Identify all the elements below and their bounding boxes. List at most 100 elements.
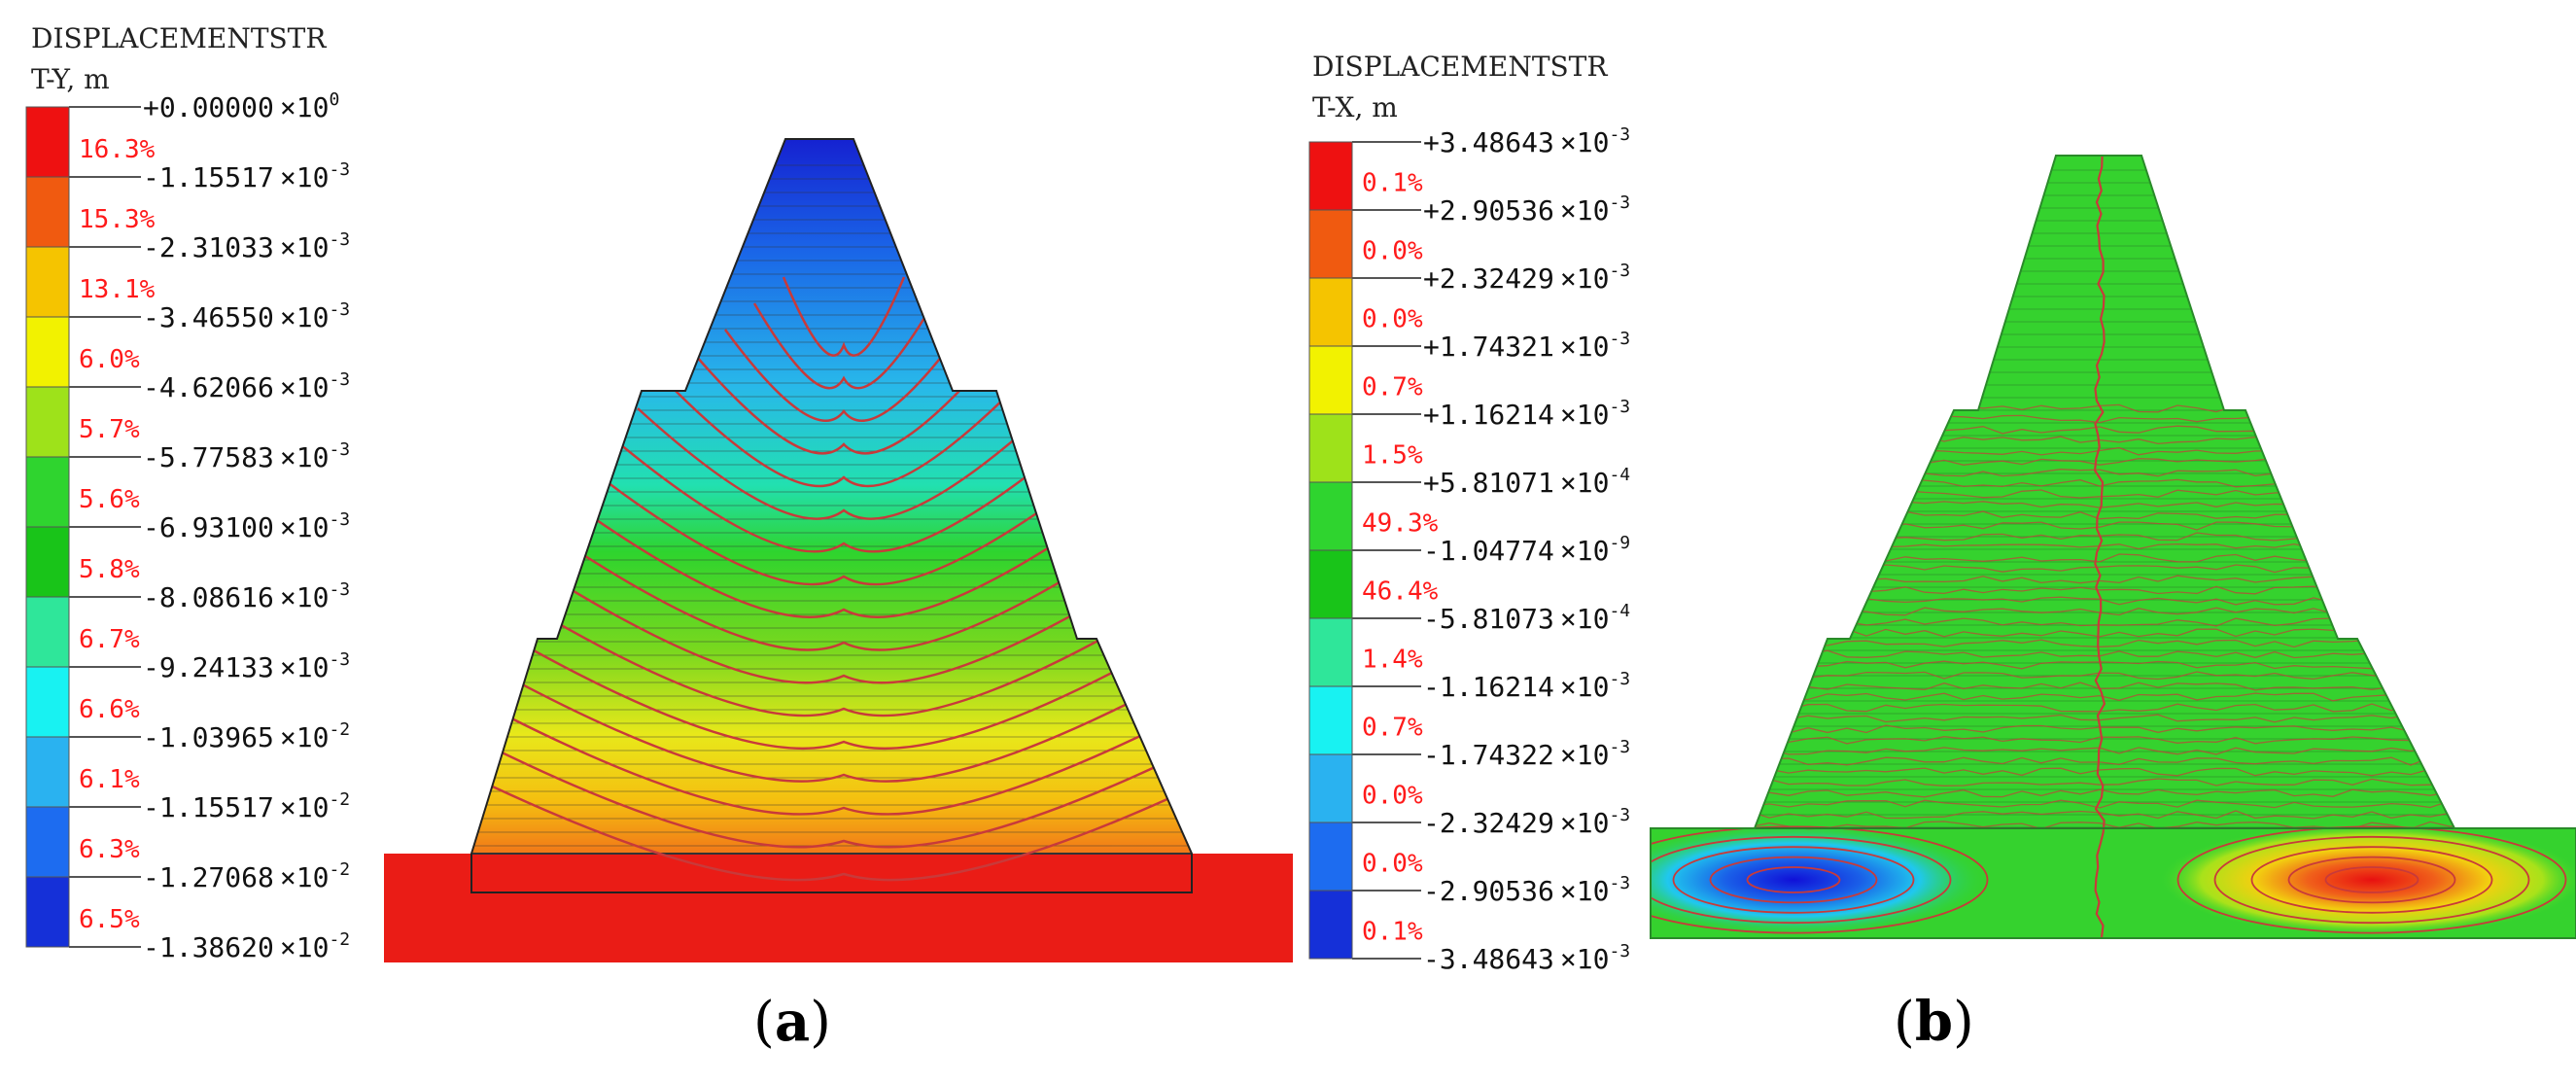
legend-a-title-line2: T-Y, m	[31, 63, 110, 95]
legend-level-multiplier: ×10	[280, 511, 330, 543]
legend-a-title-line1: DISPLACEMENTSTR	[31, 22, 327, 54]
legend-level-exponent: -3	[1609, 805, 1630, 825]
legend-band	[1309, 891, 1352, 959]
legend-band-percent: 6.5%	[79, 905, 140, 934]
legend-level-value: -1.15517	[143, 161, 274, 193]
legend-band	[26, 387, 69, 457]
legend-band-percent: 6.3%	[79, 835, 140, 864]
legend-level-multiplier: ×10	[1560, 467, 1610, 499]
dam-b-blue-region	[1599, 823, 1988, 936]
legend-band-percent: 0.1%	[1362, 168, 1423, 197]
caption-b-letter: b	[1915, 990, 1953, 1054]
legend-level-multiplier: ×10	[1560, 671, 1610, 703]
panel-a: DISPLACEMENTSTR T-Y, m 16.3%15.3%13.1%6.…	[26, 22, 1371, 1054]
panel-b: DISPLACEMENTSTR T-X, m 0.1%0.0%0.0%0.7%1…	[1309, 51, 2576, 1054]
legend-level-multiplier: ×10	[1560, 331, 1610, 363]
legend-level-exponent: -2	[329, 929, 350, 950]
legend-level-label: +5.81071×10-4	[1423, 465, 1630, 499]
legend-level-label: -1.15517×10-3	[143, 159, 350, 193]
legend-band-percent: 13.1%	[79, 275, 156, 304]
legend-level-value: -5.81073	[1423, 603, 1554, 635]
legend-band	[1309, 754, 1352, 822]
legend-level-label: -3.48643×10-3	[1423, 941, 1630, 975]
legend-level-exponent: -3	[329, 299, 350, 320]
caption-b: (b)	[1894, 990, 1974, 1054]
legend-level-value: -1.27068	[143, 861, 274, 893]
legend-b-title-line2: T-X, m	[1312, 91, 1398, 123]
legend-band-percent: 1.4%	[1362, 645, 1423, 674]
legend-level-value: -1.04774	[1423, 535, 1554, 567]
legend-level-multiplier: ×10	[1560, 535, 1610, 567]
legend-level-value: -5.77583	[143, 441, 274, 473]
legend-level-exponent: -3	[1609, 124, 1630, 145]
legend-level-label: -1.15517×10-2	[143, 789, 350, 823]
legend-band-percent: 16.3%	[79, 135, 156, 164]
legend-band-percent: 0.0%	[1362, 781, 1423, 810]
legend-level-value: -2.90536	[1423, 875, 1554, 907]
legend-level-value: -2.32429	[1423, 807, 1554, 839]
legend-level-multiplier: ×10	[280, 161, 330, 193]
legend-level-value: +1.16214	[1423, 399, 1554, 431]
legend-band	[1309, 618, 1352, 686]
legend-level-value: -1.15517	[143, 791, 274, 823]
legend-level-value: -2.31033	[143, 231, 274, 263]
legend-band	[26, 667, 69, 737]
legend-level-exponent: -3	[1609, 873, 1630, 893]
legend-band	[26, 247, 69, 317]
legend-band-percent: 6.6%	[79, 695, 140, 724]
legend-level-value: -3.46550	[143, 301, 274, 333]
legend-band-percent: 5.8%	[79, 555, 140, 584]
legend-level-multiplier: ×10	[1560, 399, 1610, 431]
legend-level-exponent: -3	[1609, 261, 1630, 281]
legend-band-percent: 0.0%	[1362, 304, 1423, 333]
legend-level-multiplier: ×10	[1560, 807, 1610, 839]
legend-band	[26, 877, 69, 947]
legend-level-label: -3.46550×10-3	[143, 299, 350, 333]
legend-level-exponent: -3	[329, 509, 350, 530]
legend-level-value: -8.08616	[143, 581, 274, 613]
legend-level-multiplier: ×10	[1560, 262, 1610, 295]
legend-level-exponent: -2	[329, 859, 350, 880]
legend-level-multiplier: ×10	[280, 441, 330, 473]
legend-level-multiplier: ×10	[280, 231, 330, 263]
legend-level-exponent: -4	[1609, 465, 1630, 485]
legend-level-multiplier: ×10	[1560, 739, 1610, 771]
legend-level-value: -3.48643	[1423, 943, 1554, 975]
legend-level-multiplier: ×10	[280, 931, 330, 963]
legend-band	[1309, 482, 1352, 550]
legend-level-value: -1.16214	[1423, 671, 1554, 703]
legend-level-exponent: -3	[329, 579, 350, 600]
legend-band	[26, 457, 69, 527]
legend-level-multiplier: ×10	[280, 791, 330, 823]
legend-level-exponent: -9	[1609, 533, 1630, 553]
legend-level-value: +2.90536	[1423, 194, 1554, 227]
legend-band-percent: 5.7%	[79, 415, 140, 444]
legend-level-label: -2.32429×10-3	[1423, 805, 1630, 839]
legend-level-value: +0.00000	[143, 91, 274, 123]
legend-level-value: +5.81071	[1423, 467, 1554, 499]
legend-band-percent: 6.7%	[79, 625, 140, 654]
legend-level-label: +2.32429×10-3	[1423, 261, 1630, 295]
legend-band	[1309, 414, 1352, 482]
legend-level-label: -5.77583×10-3	[143, 439, 350, 473]
legend-level-exponent: -3	[1609, 329, 1630, 349]
legend-a-scale: 16.3%15.3%13.1%6.0%5.7%5.6%5.8%6.7%6.6%6…	[26, 89, 350, 963]
legend-level-label: -1.03965×10-2	[143, 719, 350, 753]
legend-level-label: +0.00000×100	[143, 89, 339, 123]
legend-level-exponent: -3	[329, 439, 350, 460]
legend-band	[26, 807, 69, 877]
legend-level-exponent: -3	[329, 159, 350, 180]
legend-band-percent: 49.3%	[1362, 508, 1439, 538]
legend-band-percent: 0.0%	[1362, 849, 1423, 878]
legend-level-multiplier: ×10	[280, 301, 330, 333]
legend-band	[1309, 210, 1352, 278]
dam-a-model	[317, 136, 1371, 967]
legend-level-label: -1.27068×10-2	[143, 859, 350, 893]
legend-level-exponent: -3	[1609, 669, 1630, 689]
legend-band-percent: 0.7%	[1362, 713, 1423, 742]
legend-level-label: -2.90536×10-3	[1423, 873, 1630, 907]
legend-level-value: -1.38620	[143, 931, 274, 963]
legend-level-label: -9.24133×10-3	[143, 649, 350, 683]
legend-level-multiplier: ×10	[280, 721, 330, 753]
legend-level-value: +1.74321	[1423, 331, 1554, 363]
